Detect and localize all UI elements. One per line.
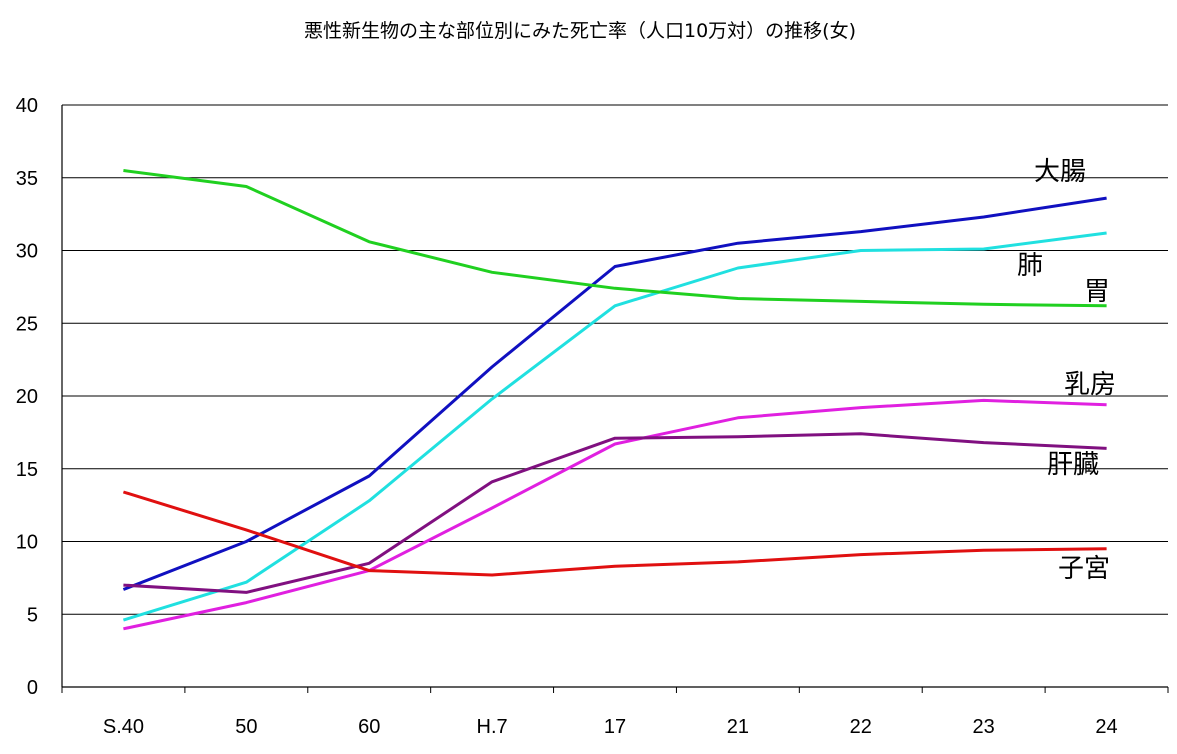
x-tick-label: 23 <box>973 716 995 738</box>
series-line-3 <box>123 398 1107 631</box>
gridlines <box>62 104 1168 615</box>
series-line-5 <box>122 490 1107 577</box>
y-tick-label: 20 <box>16 386 38 408</box>
series-line-1 <box>122 231 1107 622</box>
y-tick-label: 40 <box>16 95 38 117</box>
y-tick-label: 0 <box>27 677 38 699</box>
x-tick-label: 50 <box>235 716 257 738</box>
series-label-5: 子宮 <box>1058 554 1110 584</box>
x-tick-label: S.40 <box>103 716 144 738</box>
x-tick-label: 60 <box>358 716 380 738</box>
x-tick-label: H.7 <box>477 716 508 738</box>
series-lines <box>122 169 1107 631</box>
y-tick-label: 5 <box>27 604 38 626</box>
series-label-4: 肝臓 <box>1047 450 1099 480</box>
axes <box>61 105 1169 693</box>
series-line-2 <box>123 169 1107 308</box>
y-axis-tick-labels: 0 5 10 15 20 25 30 35 40 <box>16 95 38 699</box>
x-tick-label: 21 <box>727 716 749 738</box>
y-tick-label: 35 <box>16 168 38 190</box>
series-label-0: 大腸 <box>1034 157 1086 187</box>
x-tick-label: 17 <box>604 716 626 738</box>
series-label-3: 乳房 <box>1064 370 1116 400</box>
x-tick-label: 22 <box>850 716 872 738</box>
y-tick-label: 15 <box>16 459 38 481</box>
y-tick-label: 30 <box>16 241 38 263</box>
x-tick-label: 24 <box>1095 716 1117 738</box>
series-label-1: 肺 <box>1017 251 1043 281</box>
x-axis-tick-labels: S.40 50 60 H.7 17 21 22 23 24 <box>103 716 1118 738</box>
series-line-4 <box>123 432 1107 594</box>
series-label-2: 胃 <box>1084 277 1110 307</box>
series-line-0 <box>122 196 1107 591</box>
y-tick-label: 25 <box>16 313 38 335</box>
chart-title: 悪性新生物の主な部位別にみた死亡率（人口10万対）の推移(女) <box>304 20 856 42</box>
y-tick-label: 10 <box>16 532 38 554</box>
